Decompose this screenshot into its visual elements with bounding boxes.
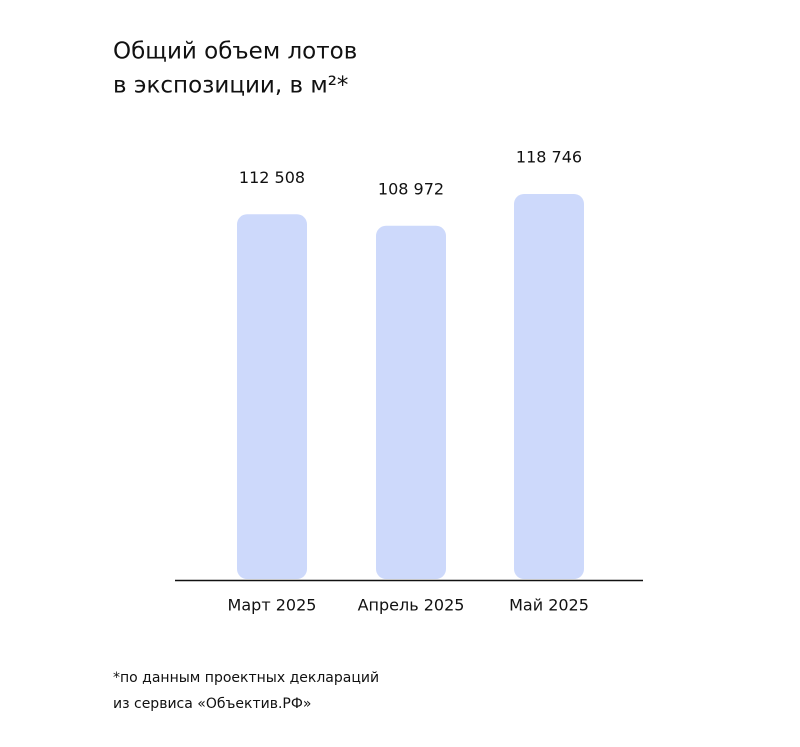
chart-title: Общий объем лотов bbox=[113, 39, 357, 65]
x-tick-label: Апрель 2025 bbox=[358, 596, 465, 615]
footnote: *по данным проектных деклараций bbox=[113, 670, 379, 686]
bar bbox=[514, 194, 584, 579]
bar bbox=[237, 214, 307, 579]
bar bbox=[376, 225, 446, 579]
value-label: 108 972 bbox=[378, 179, 444, 198]
footnote: из сервиса «Объектив.РФ» bbox=[113, 696, 311, 712]
value-label: 112 508 bbox=[239, 168, 305, 187]
chart-title: в экспозиции, в м²* bbox=[113, 73, 348, 99]
x-tick-label: Март 2025 bbox=[228, 596, 317, 615]
value-label: 118 746 bbox=[516, 148, 582, 167]
x-tick-label: Май 2025 bbox=[509, 596, 589, 615]
